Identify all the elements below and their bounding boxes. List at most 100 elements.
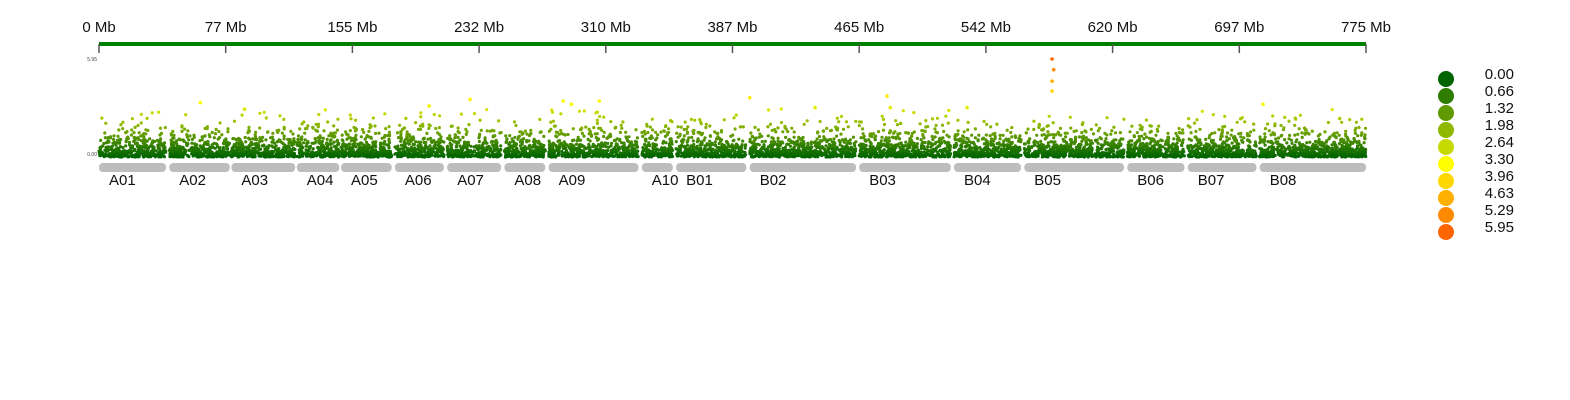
data-point (512, 120, 517, 124)
data-point (839, 132, 843, 136)
data-point (492, 154, 496, 158)
data-point (488, 129, 492, 133)
data-point (1010, 135, 1014, 139)
data-point (188, 134, 192, 138)
data-point (387, 138, 391, 142)
data-point (863, 138, 868, 142)
data-point (123, 153, 127, 157)
data-point (124, 140, 128, 144)
data-point (889, 143, 893, 147)
data-point (833, 143, 837, 147)
data-point (626, 146, 630, 150)
data-point (276, 147, 280, 151)
data-point (516, 137, 520, 141)
data-point (319, 148, 323, 152)
data-point (206, 139, 210, 144)
data-point (943, 141, 948, 145)
data-point (419, 140, 423, 144)
data-point (104, 146, 108, 150)
data-point (785, 142, 789, 147)
data-point (492, 129, 496, 133)
data-point (741, 139, 745, 143)
data-point (933, 142, 937, 146)
data-point (635, 136, 640, 140)
data-point (550, 145, 555, 149)
data-point (456, 135, 460, 139)
data-point (387, 146, 391, 150)
data-point (607, 145, 611, 149)
data-point (790, 126, 794, 130)
data-point (479, 128, 483, 132)
data-point (972, 142, 976, 146)
data-point (458, 138, 462, 142)
data-point (682, 134, 687, 138)
data-point (382, 141, 386, 145)
data-point (371, 116, 375, 120)
data-point (854, 140, 858, 144)
data-point (988, 134, 992, 138)
data-point (300, 135, 304, 139)
data-point (102, 141, 106, 146)
data-point (198, 144, 202, 148)
data-point (839, 114, 844, 119)
data-point (776, 136, 780, 140)
data-point (725, 140, 730, 144)
genome-axis: 0 Mb 77 Mb 155 Mb 232 Mb 310 Mb 387 Mb 465 Mb 5… (82, 19, 1391, 158)
data-point (812, 141, 817, 145)
data-point (331, 154, 335, 159)
data-point (187, 155, 191, 159)
data-point (382, 135, 386, 139)
data-point (699, 152, 703, 156)
data-point (937, 144, 941, 148)
data-point (185, 133, 189, 137)
data-point (462, 140, 467, 144)
data-point (193, 142, 197, 146)
data-point (214, 127, 218, 131)
data-point (112, 155, 116, 159)
data-point (183, 127, 187, 131)
data-point (349, 136, 353, 140)
data-point (243, 150, 247, 154)
data-point (940, 149, 944, 153)
data-point (687, 136, 691, 140)
data-point (678, 151, 683, 155)
data-point (957, 139, 961, 143)
data-point (418, 124, 422, 128)
data-point (737, 154, 742, 158)
data-point (399, 132, 403, 136)
data-point (108, 135, 113, 139)
data-point (563, 147, 568, 151)
data-point (674, 147, 678, 151)
data-point (843, 151, 847, 155)
data-point (432, 146, 436, 150)
data-point (491, 134, 495, 138)
data-point (137, 149, 141, 153)
data-point (991, 147, 995, 151)
data-point (235, 146, 239, 150)
data-point (418, 127, 423, 131)
data-point (356, 142, 360, 146)
data-point (554, 134, 558, 138)
data-point (493, 140, 497, 144)
data-point (688, 151, 693, 155)
data-point (762, 143, 766, 147)
data-point (714, 149, 718, 153)
data-point (648, 125, 653, 129)
data-point (818, 119, 822, 124)
data-point (725, 145, 729, 149)
data-point (700, 142, 704, 147)
data-point (267, 144, 271, 148)
data-point (843, 137, 848, 141)
data-point (948, 143, 952, 148)
data-point (997, 142, 1001, 146)
data-point (766, 145, 770, 149)
data-point (290, 149, 294, 153)
data-point (190, 141, 194, 145)
data-point (649, 134, 653, 138)
data-point (640, 151, 644, 155)
data-point (695, 147, 699, 151)
data-point (690, 135, 694, 139)
data-point (887, 143, 891, 147)
data-point (912, 130, 916, 134)
data-point (778, 142, 782, 146)
